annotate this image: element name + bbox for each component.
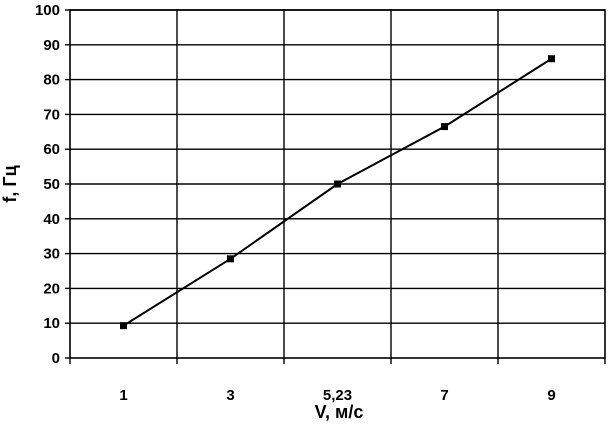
y-tick-label: 70 [43, 106, 60, 123]
x-tick-label: 1 [119, 387, 127, 404]
y-tick-label: 80 [43, 72, 60, 89]
plot-border [69, 9, 606, 359]
y-tick-label: 10 [43, 315, 60, 332]
y-tick-label: 100 [35, 2, 60, 19]
y-tick-label: 30 [43, 246, 60, 263]
x-axis-title: V, м/с [315, 402, 364, 422]
series [120, 55, 555, 330]
data-point [227, 255, 234, 263]
y-tick-label: 60 [43, 141, 60, 158]
x-tick-labels: 1 3 5,23 7 9 [119, 387, 555, 404]
y-axis-title: f, Гц [0, 165, 20, 202]
y-tick-label: 40 [43, 211, 60, 228]
data-point [548, 55, 555, 63]
x-tick-label: 5,23 [323, 387, 352, 404]
x-tick-label: 7 [440, 387, 448, 404]
y-tick-label: 20 [43, 280, 60, 297]
x-tick-label: 9 [547, 387, 555, 404]
data-point [120, 322, 127, 330]
x-tick-label: 3 [226, 387, 234, 404]
data-point [441, 123, 448, 131]
axes [65, 9, 606, 364]
y-tick-label: 50 [43, 176, 60, 193]
y-tick-labels: 0 10 20 30 40 50 60 70 80 90 100 [35, 2, 60, 367]
y-tick-label: 90 [43, 37, 60, 54]
data-point [334, 180, 341, 188]
series-line [122, 57, 553, 327]
y-tick-label: 0 [52, 350, 60, 367]
